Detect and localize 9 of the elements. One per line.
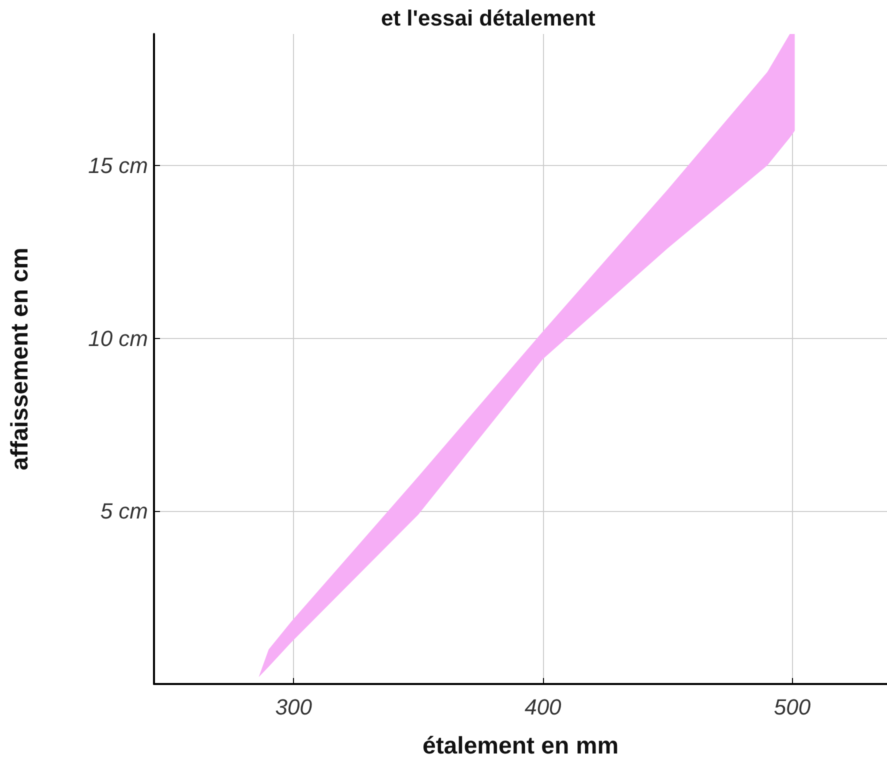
x-tick-label: 400 xyxy=(524,694,562,720)
y-axis-title: affaissement en cm xyxy=(6,248,34,470)
y-tick-label: 10 cm xyxy=(88,326,148,351)
x-tick-label: 300 xyxy=(275,694,313,720)
x-axis-title: étalement en mm xyxy=(422,732,619,760)
y-tick-label: 15 cm xyxy=(88,152,148,178)
y-tick-label: 5 cm xyxy=(100,498,148,524)
x-tick-label: 500 xyxy=(774,694,812,720)
chart-title: et l'essai détalement xyxy=(381,6,596,30)
